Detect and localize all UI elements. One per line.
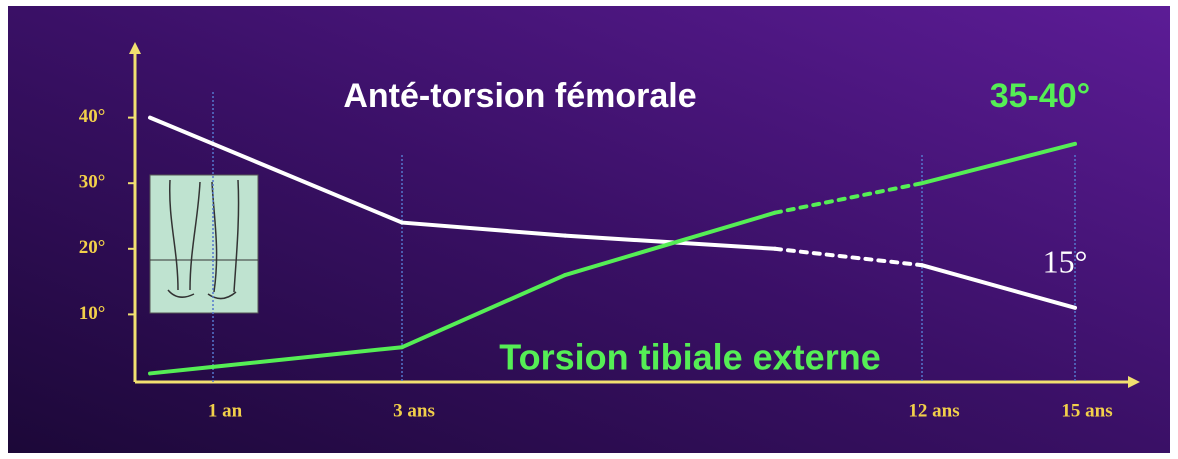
annotation: 35-40° <box>990 77 1091 115</box>
line-segment <box>920 263 1077 310</box>
x-axis-arrow <box>1128 376 1140 388</box>
legs-figure <box>149 174 259 314</box>
x-tick-label: 1 an <box>208 400 243 421</box>
line-segment <box>148 364 215 376</box>
line-segment <box>773 246 924 268</box>
y-tick-label: 40° <box>79 106 106 127</box>
line-segment <box>148 115 215 146</box>
annotation: Anté-torsion fémorale <box>343 77 696 115</box>
y-tick-label: 30° <box>79 172 106 193</box>
x-tick-label: 15 ans <box>1061 400 1112 421</box>
line-segment <box>211 141 404 225</box>
annotation: 15° <box>1043 243 1088 279</box>
y-tick-label: 20° <box>79 237 106 258</box>
line-segment <box>920 141 1077 186</box>
y-tick-label: 10° <box>79 303 106 324</box>
x-tick-label: 12 ans <box>908 400 959 421</box>
y-axis-arrow <box>129 42 141 54</box>
x-tick-label: 3 ans <box>393 400 435 421</box>
annotation: Torsion tibiale externe <box>499 337 880 378</box>
line-segment <box>211 345 404 369</box>
line-segment <box>400 273 567 350</box>
line-segment <box>773 181 924 215</box>
line-segment <box>400 220 567 238</box>
line-segment <box>563 210 777 278</box>
